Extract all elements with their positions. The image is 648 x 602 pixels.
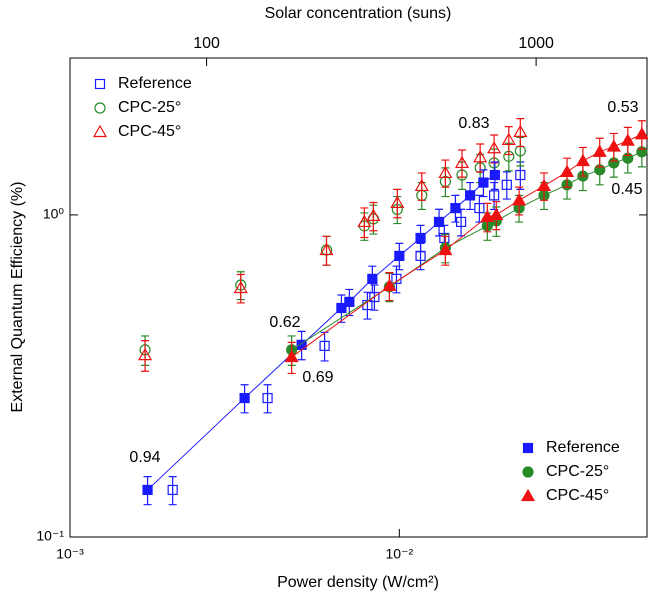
legend-label: CPC-45°: [546, 487, 609, 504]
data-point: [501, 132, 516, 145]
error-bar: [168, 476, 177, 506]
x-tick-label: 10⁻³: [56, 546, 84, 562]
x2-tick-label: 100: [193, 35, 220, 52]
legend-marker: [94, 102, 106, 114]
data-point: [473, 150, 488, 163]
legend-label: CPC-25°: [546, 463, 609, 480]
error-bar: [504, 126, 513, 156]
data-point: [489, 207, 504, 221]
data-point: [513, 124, 528, 138]
data-point: [319, 242, 334, 256]
data-point: [357, 214, 372, 228]
data-point: [366, 208, 381, 221]
data-point: [284, 349, 299, 363]
data-point: [367, 273, 378, 284]
data-point: [454, 155, 470, 169]
error-bar: [141, 340, 150, 372]
y-tick-label: 10⁰: [43, 206, 65, 222]
data-point: [512, 193, 527, 206]
data-point: [474, 202, 485, 214]
error-bar: [441, 159, 450, 188]
error-bar: [369, 201, 378, 232]
legend-marker: [92, 124, 108, 138]
annotation: 0.62: [269, 314, 300, 331]
series-line: [291, 151, 643, 351]
x2-axis-label: Solar concentration (suns): [265, 5, 452, 22]
data-point: [489, 190, 500, 201]
legend-marker: [522, 466, 534, 478]
data-point: [390, 195, 405, 208]
data-point: [233, 280, 248, 294]
legend-label: CPC-45°: [118, 123, 181, 140]
data-point: [142, 484, 153, 496]
legend-marker: [522, 442, 534, 454]
legend-label: Reference: [118, 75, 192, 92]
legend-marker: [94, 78, 106, 90]
data-point: [414, 178, 429, 192]
data-point: [536, 178, 552, 192]
data-point: [515, 169, 526, 181]
data-point: [487, 141, 502, 154]
error-bar: [502, 171, 511, 200]
data-point: [634, 127, 648, 140]
data-point: [438, 242, 453, 256]
data-point: [438, 165, 453, 179]
data-point: [336, 302, 347, 314]
data-point: [620, 133, 635, 146]
x2-tick-label: 1000: [518, 35, 554, 52]
data-point: [138, 347, 153, 361]
error-bar: [490, 181, 499, 211]
data-point: [319, 340, 330, 352]
error-bar: [370, 284, 379, 311]
data-point: [606, 139, 621, 152]
legend-label: CPC-25°: [118, 99, 181, 116]
annotation: 0.45: [611, 181, 642, 198]
error-bar: [360, 207, 369, 239]
data-point: [382, 278, 397, 291]
legend-label: Reference: [546, 439, 620, 456]
error-bar: [263, 384, 272, 414]
error-bar: [236, 273, 245, 304]
error-bar: [516, 118, 525, 148]
data-point: [559, 164, 575, 177]
annotation: 0.69: [302, 369, 333, 386]
annotation: 0.94: [129, 449, 160, 466]
error-bar: [322, 235, 331, 266]
data-point: [167, 484, 178, 496]
y-tick-label: 10⁻¹: [36, 528, 64, 544]
data-point: [344, 296, 355, 307]
data-point: [501, 179, 512, 190]
annotation: 0.83: [458, 115, 489, 132]
y-axis-label: External Quantum Efficiency (%): [9, 182, 26, 413]
annotation: 0.53: [607, 99, 638, 116]
legend-marker: [520, 488, 536, 502]
data-point: [433, 216, 445, 228]
error-bar: [417, 172, 426, 201]
data-point: [592, 144, 607, 157]
error-bar: [393, 188, 402, 219]
error-bar: [320, 331, 329, 362]
error-bar: [458, 149, 467, 178]
data-point: [262, 392, 273, 404]
data-point: [415, 232, 426, 244]
data-point: [489, 169, 500, 181]
error-bar: [475, 194, 484, 223]
x-tick-label: 10⁻²: [386, 546, 414, 562]
error-bar: [476, 143, 485, 173]
data-point: [575, 153, 590, 167]
data-point: [394, 250, 405, 261]
error-bar: [490, 134, 499, 164]
x-axis-label: Power density (W/cm²): [277, 574, 439, 591]
data-point: [464, 190, 476, 201]
data-point: [478, 177, 489, 188]
data-point: [450, 202, 461, 214]
plot-frame: [69, 57, 648, 538]
data-point: [239, 392, 250, 404]
